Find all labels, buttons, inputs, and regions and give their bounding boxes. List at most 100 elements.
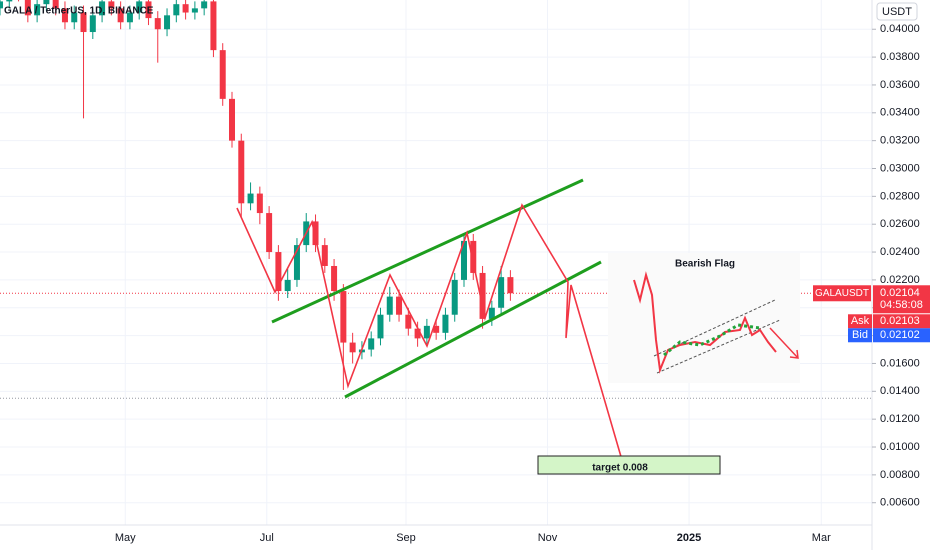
- candle-body: [61, 8, 68, 23]
- candle-body: [451, 279, 458, 315]
- ask-label: Ask: [851, 315, 870, 327]
- candle-body: [126, 12, 133, 23]
- channel-lower: [344, 260, 602, 399]
- candle-body: [442, 314, 449, 333]
- candle-body: [6, 0, 13, 2]
- candle-body: [89, 15, 96, 33]
- candle-body: [99, 1, 106, 16]
- symbol-label: GALAUSDT: [815, 288, 869, 299]
- candle-body: [43, 0, 50, 5]
- channel-upper: [271, 178, 584, 324]
- candle-body: [256, 193, 263, 214]
- inset-line: [656, 319, 781, 374]
- candle-body: [52, 0, 59, 9]
- candle-body: [145, 1, 152, 19]
- y-tick-label: 0.02400: [880, 246, 920, 258]
- candle-body: [312, 221, 319, 246]
- candle-body: [80, 12, 87, 33]
- y-tick-label: 0.03600: [880, 79, 920, 91]
- y-tick-label: 0.01000: [880, 441, 920, 453]
- target-box: [537, 455, 721, 475]
- candle-body: [284, 279, 291, 292]
- x-tick-label: Jul: [260, 532, 274, 544]
- candle-body: [321, 245, 328, 266]
- candle-body: [275, 252, 282, 292]
- candle-body: [0, 1, 3, 9]
- candle-body: [405, 314, 412, 329]
- candle-body: [24, 0, 31, 16]
- y-tick-label: 0.01200: [880, 413, 920, 425]
- currency-box[interactable]: [876, 2, 918, 21]
- candle-body: [488, 307, 495, 319]
- candle-body: [34, 4, 41, 16]
- bid-value: 0.02102: [880, 329, 920, 341]
- candle-body: [108, 1, 115, 9]
- candle-body: [377, 314, 384, 339]
- candle-body: [507, 277, 514, 294]
- inset-arrow: [789, 349, 799, 359]
- candle-body: [182, 4, 189, 13]
- y-tick-label: 0.02600: [880, 218, 920, 230]
- x-tick-label: Nov: [538, 532, 558, 544]
- bid-label: Bid: [852, 329, 868, 341]
- candle-body: [349, 342, 356, 353]
- x-tick-label: 2025: [677, 532, 701, 544]
- y-tick-label: 0.03200: [880, 135, 920, 147]
- candle-body: [396, 296, 403, 315]
- y-tick-label: 0.02200: [880, 274, 920, 286]
- y-tick-label: 0.01400: [880, 385, 920, 397]
- y-tick-label: 0.03800: [880, 51, 920, 63]
- candle-body: [368, 338, 375, 350]
- candle-body: [498, 277, 505, 308]
- candle-body: [340, 291, 347, 343]
- ask-tag: [848, 314, 872, 329]
- annotations: target 0.008 Bearish Flag: [236, 178, 800, 475]
- candle-body: [386, 296, 393, 315]
- candle-body: [154, 18, 161, 30]
- y-tick-label: 0.02800: [880, 190, 920, 202]
- y-tick-label: 0.03400: [880, 107, 920, 119]
- x-tick-label: May: [115, 532, 136, 544]
- target-label: target 0.008: [592, 463, 648, 474]
- candle-body: [164, 15, 171, 30]
- bid-tag: [848, 328, 872, 343]
- candle-body: [331, 265, 338, 292]
- candle-body: [461, 240, 467, 280]
- countdown: 04:58:08: [880, 299, 923, 311]
- currency: USDT: [882, 6, 912, 18]
- candle-body: [173, 4, 180, 16]
- candle-body: [470, 240, 477, 273]
- candle-body: [117, 8, 124, 23]
- y-tick-label: 0.00800: [880, 469, 920, 481]
- y-tick-label: 0.03000: [880, 162, 920, 174]
- y-tick-label: 0.00600: [880, 497, 920, 509]
- x-tick-label: Mar: [812, 532, 831, 544]
- chart-title: GALA / TetherUS, 1D, BINANCE: [4, 6, 154, 17]
- inset: Bearish Flag: [608, 253, 800, 383]
- projection-path: [236, 203, 625, 468]
- inset-price: [633, 271, 777, 374]
- candle-body: [423, 325, 430, 339]
- candle-body: [201, 1, 208, 9]
- candle-body: [229, 98, 235, 141]
- candle-body: [414, 328, 421, 339]
- candle-body: [238, 140, 245, 204]
- candle-body: [191, 8, 198, 13]
- inset-title: Bearish Flag: [675, 259, 735, 270]
- candle-body: [247, 193, 254, 204]
- candle-body: [71, 12, 78, 23]
- candle-body: [136, 1, 143, 13]
- last-price-box: [873, 285, 930, 314]
- candle-body: [479, 272, 486, 319]
- candle-body: [433, 325, 440, 333]
- candle-body: [210, 1, 217, 51]
- ask-value: 0.02103: [880, 315, 920, 327]
- bid-box: [873, 328, 930, 343]
- ask-box: [873, 314, 930, 329]
- inset-bg: [608, 253, 800, 383]
- inset-arrow: [769, 327, 799, 359]
- y-tick-label: 0.04000: [880, 23, 920, 35]
- x-tick-label: Sep: [396, 532, 416, 544]
- candle-body: [293, 245, 300, 280]
